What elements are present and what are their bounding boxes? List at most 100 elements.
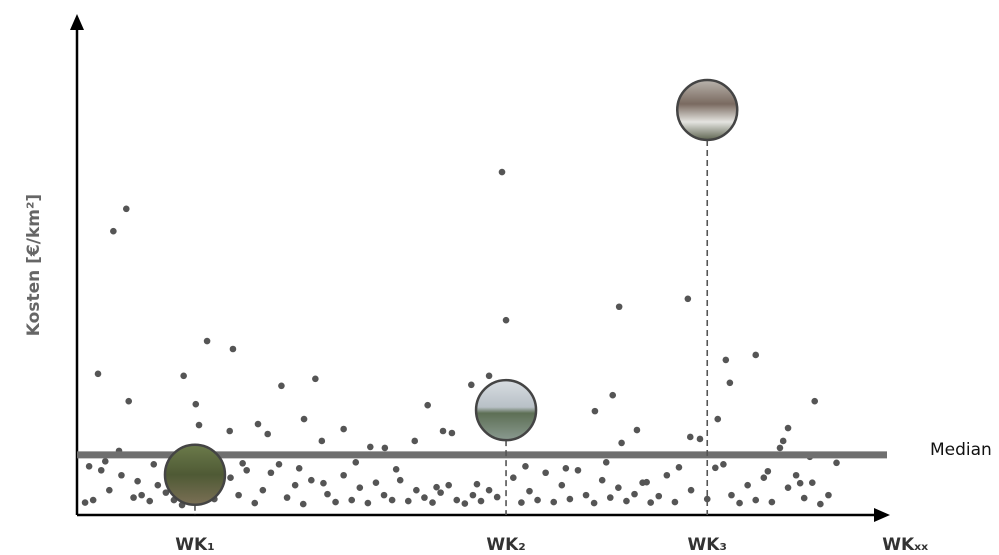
data-point bbox=[809, 479, 816, 486]
data-point bbox=[609, 392, 616, 399]
data-point bbox=[592, 408, 599, 415]
data-point bbox=[440, 428, 447, 435]
data-point bbox=[320, 480, 327, 487]
data-point bbox=[278, 382, 285, 389]
data-point bbox=[86, 463, 93, 470]
data-point bbox=[801, 495, 808, 502]
highlight-photo bbox=[165, 445, 225, 505]
data-point bbox=[494, 494, 501, 501]
data-point bbox=[301, 416, 308, 423]
data-point bbox=[365, 500, 372, 507]
data-point bbox=[102, 458, 109, 465]
x-tick-label: WK₃ bbox=[688, 535, 727, 555]
data-point bbox=[676, 464, 683, 471]
data-point bbox=[312, 376, 319, 383]
data-point bbox=[793, 472, 800, 479]
data-point bbox=[352, 459, 359, 466]
data-point bbox=[727, 379, 734, 386]
data-point bbox=[714, 416, 721, 423]
data-point bbox=[110, 228, 117, 235]
data-point bbox=[123, 206, 130, 213]
data-point bbox=[393, 466, 400, 473]
data-point bbox=[251, 500, 258, 507]
data-point bbox=[146, 498, 153, 505]
data-point bbox=[712, 464, 719, 471]
data-point bbox=[268, 469, 275, 476]
data-point bbox=[300, 501, 307, 508]
data-point bbox=[643, 479, 650, 486]
data-point bbox=[655, 493, 662, 500]
data-point bbox=[470, 492, 477, 499]
data-point bbox=[503, 317, 510, 324]
data-point bbox=[196, 422, 203, 429]
data-point bbox=[389, 497, 396, 504]
data-point bbox=[723, 357, 730, 364]
data-point bbox=[255, 421, 262, 428]
data-point bbox=[623, 498, 630, 505]
data-point bbox=[583, 492, 590, 499]
data-point bbox=[155, 482, 162, 489]
data-point bbox=[411, 438, 418, 445]
data-point bbox=[752, 497, 759, 504]
data-point bbox=[292, 482, 299, 489]
y-axis-label: Kosten [€/km²] bbox=[24, 194, 44, 336]
data-point bbox=[82, 499, 89, 506]
data-point bbox=[125, 398, 132, 405]
data-point bbox=[744, 482, 751, 489]
data-point bbox=[308, 477, 315, 484]
data-point bbox=[373, 479, 380, 486]
data-point bbox=[134, 478, 141, 485]
data-point bbox=[720, 461, 727, 468]
data-point bbox=[437, 489, 444, 496]
data-point bbox=[421, 494, 428, 501]
data-point bbox=[332, 499, 339, 506]
data-point bbox=[736, 500, 743, 507]
data-point bbox=[150, 461, 157, 468]
data-point bbox=[382, 445, 389, 452]
data-point bbox=[405, 498, 412, 505]
data-point bbox=[688, 487, 695, 494]
data-point bbox=[797, 480, 804, 487]
x-tick-label: WKₓₓ bbox=[882, 535, 928, 555]
data-point bbox=[381, 492, 388, 499]
data-point bbox=[559, 482, 566, 489]
data-point bbox=[474, 481, 481, 488]
x-axis-arrow bbox=[874, 508, 890, 522]
data-point bbox=[324, 491, 331, 498]
data-point bbox=[631, 491, 638, 498]
chart: Kosten [€/km²] MedianWK₁WK₂WK₃WKₓₓ bbox=[0, 0, 999, 555]
data-point bbox=[664, 472, 671, 479]
data-point bbox=[284, 494, 291, 501]
data-point bbox=[769, 499, 776, 506]
data-point bbox=[728, 492, 735, 499]
data-point bbox=[227, 474, 234, 481]
data-point bbox=[340, 472, 347, 479]
data-point bbox=[462, 500, 469, 507]
data-point bbox=[618, 440, 625, 447]
data-point bbox=[260, 487, 267, 494]
data-point bbox=[239, 460, 246, 467]
data-point bbox=[118, 472, 125, 479]
data-point bbox=[453, 497, 460, 504]
data-point bbox=[478, 498, 485, 505]
data-point bbox=[424, 402, 431, 409]
data-point bbox=[276, 461, 283, 468]
data-point bbox=[235, 492, 242, 499]
data-point bbox=[106, 487, 113, 494]
data-point bbox=[296, 465, 303, 472]
data-point bbox=[486, 487, 493, 494]
data-point bbox=[599, 477, 606, 484]
data-point bbox=[817, 501, 824, 508]
data-point bbox=[510, 474, 517, 481]
data-point bbox=[98, 467, 105, 474]
median-label: Median bbox=[930, 440, 992, 460]
data-point bbox=[130, 494, 137, 501]
data-point bbox=[697, 436, 704, 443]
data-point bbox=[534, 497, 541, 504]
data-point bbox=[230, 346, 237, 353]
data-point bbox=[785, 484, 792, 491]
x-tick-label: WK₂ bbox=[486, 535, 525, 555]
data-point bbox=[567, 496, 574, 503]
data-point bbox=[687, 434, 694, 441]
data-point bbox=[486, 373, 493, 380]
